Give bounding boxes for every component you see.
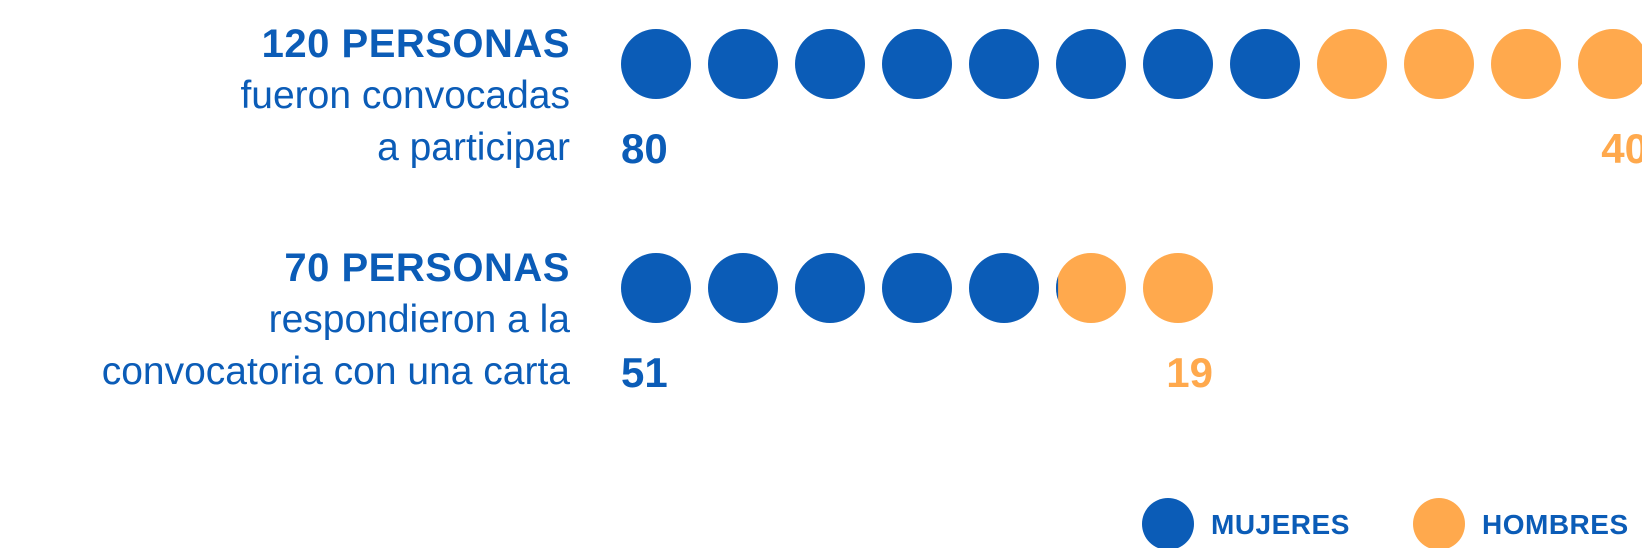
mujeres-circle — [882, 253, 952, 323]
mujeres-part — [1056, 253, 1059, 323]
legend-mujeres-label: MUJERES — [1211, 509, 1350, 540]
hombres-circle — [1404, 29, 1474, 99]
mujeres-circle — [969, 29, 1039, 99]
hombres-circle — [1578, 29, 1642, 99]
legend-hombres-label: HOMBRES — [1482, 509, 1629, 540]
mujeres-circle — [795, 29, 865, 99]
mujeres-circle — [1056, 29, 1126, 99]
mujeres-value-label: 51 — [621, 349, 668, 396]
legend: MUJERES HOMBRES — [1142, 498, 1629, 548]
mujeres-circle — [708, 253, 778, 323]
row-1-headline: 120 PERSONAS — [261, 22, 570, 66]
mujeres-circle — [621, 253, 691, 323]
mujeres-circle — [621, 29, 691, 99]
mujeres-value-label: 80 — [621, 125, 668, 172]
legend-mujeres-swatch — [1142, 498, 1194, 548]
mujeres-circle — [1143, 29, 1213, 99]
row-2-desc-line2: convocatoria con una carta — [101, 350, 570, 393]
mujeres-circle — [1230, 29, 1300, 99]
row-2-label: 70 PERSONAS respondieron a la convocator… — [0, 242, 570, 398]
row-1-label: 120 PERSONAS fueron convocadas a partici… — [0, 18, 570, 174]
row-2-circles — [621, 253, 1213, 323]
row-1-circles — [621, 29, 1642, 99]
mujeres-circle — [708, 29, 778, 99]
hombres-circle — [1491, 29, 1561, 99]
row-1-desc-line2: a participar — [377, 126, 570, 169]
hombres-value-label: 19 — [1166, 349, 1213, 396]
split-circle — [1056, 253, 1126, 323]
row-1-desc-line1: fueron convocadas — [240, 74, 570, 117]
hombres-value-label: 40 — [1601, 125, 1642, 172]
hombres-part — [1056, 253, 1126, 323]
row-2-desc-line1: respondieron a la — [268, 298, 570, 341]
legend-hombres-swatch — [1413, 498, 1465, 548]
hombres-circle — [1143, 253, 1213, 323]
hombres-circle — [1317, 29, 1387, 99]
mujeres-circle — [795, 253, 865, 323]
mujeres-circle — [882, 29, 952, 99]
mujeres-circle — [969, 253, 1039, 323]
row-2-headline: 70 PERSONAS — [284, 246, 570, 290]
